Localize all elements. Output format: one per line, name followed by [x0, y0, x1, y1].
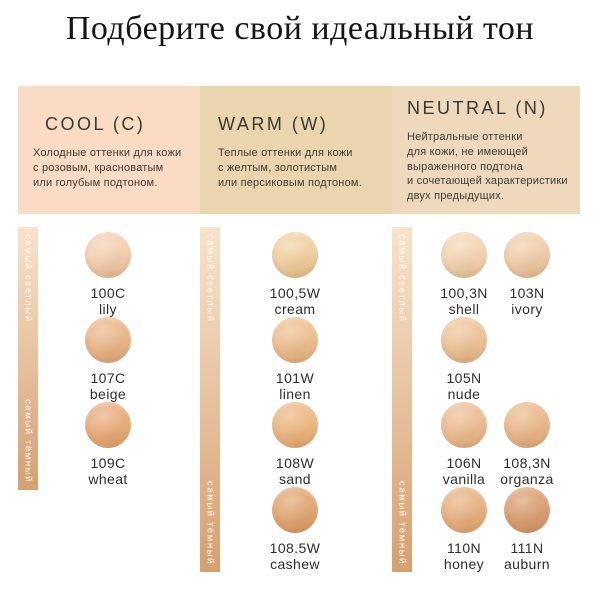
column-description-line: двух предыдущих. [407, 190, 505, 203]
shade-swatch-106N: 106N vanilla [419, 402, 509, 487]
column-description-warm: Теплые оттенки для кожи с желтым, золотис… [218, 146, 384, 190]
shade-name: linen [279, 385, 311, 402]
scale-darkest-label: самый тёмный [22, 398, 34, 483]
column-header-warm: WARM (W) Теплые оттенки для кожи с желтым… [200, 86, 392, 214]
shade-code: 108W [275, 455, 315, 471]
shade-circle[interactable] [85, 232, 131, 278]
shade-swatch-107C: 107C beige [63, 317, 153, 402]
shade-swatch-100_5W: 100,5W cream [250, 232, 340, 317]
lightness-scale-bar-cool: самый светлый самый тёмный [18, 227, 38, 490]
shade-name: wheat [88, 470, 128, 487]
scale-darkest-label: самый тёмный [396, 480, 408, 565]
shade-circle[interactable] [85, 317, 131, 363]
column-description-line: и сочетающей характеристики [407, 175, 568, 188]
column-description-cool: Холодные оттенки для кожи с розовым, крас… [33, 146, 192, 190]
shade-circle[interactable] [85, 402, 131, 448]
shade-circle[interactable] [272, 402, 318, 448]
shade-code: 108.5W [269, 540, 321, 556]
column-title-warm: WARM (W) [218, 114, 329, 134]
column-description-line: Холодные оттенки для кожи [33, 147, 182, 159]
shade-code: 103N [509, 285, 545, 301]
shade-circle[interactable] [441, 402, 487, 448]
lightness-scale-bar-warm: самый светлый самый тёмный [200, 227, 220, 572]
column-header-cool: COOL (C) Холодные оттенки для кожи с розо… [18, 86, 200, 214]
shade-name: cashew [270, 555, 320, 572]
column-description-line: или голубым подтоном. [33, 176, 158, 189]
shade-name: vanilla [442, 470, 486, 487]
column-description-line: Нейтральные оттенки [407, 131, 523, 143]
scale-lightest-label: самый светлый [22, 234, 34, 323]
scale-lightest-label: самый светлый [396, 234, 408, 323]
shade-name: organza [500, 470, 554, 487]
shade-circle[interactable] [504, 487, 550, 533]
page-title: Подберите свой идеальный тон [65, 10, 535, 47]
shade-swatch-105N: 105N nude [419, 317, 509, 402]
column-description-line: с желтым, золотистым [218, 161, 338, 174]
tone-family-header-band: COOL (C) Холодные оттенки для кожи с розо… [18, 86, 580, 214]
shade-code: 110N [446, 540, 482, 556]
column-title-cool: COOL (C) [45, 114, 146, 134]
column-description-neutral: Нейтральные оттенки для кожи, не имеющей в… [407, 130, 574, 204]
shade-circle[interactable] [272, 232, 318, 278]
shade-name: cream [274, 300, 316, 317]
shade-swatch-111N: 111N auburn [482, 487, 572, 572]
shade-swatch-108_3N: 108,3N organza [482, 402, 572, 487]
shade-circle[interactable] [441, 317, 487, 363]
shade-circle[interactable] [504, 402, 550, 448]
lightness-scale-bar-neutral: самый светлый самый тёмный [392, 227, 412, 572]
shade-circle[interactable] [272, 487, 318, 533]
shade-swatch-109C: 109C wheat [63, 402, 153, 487]
shade-name: shell [448, 300, 480, 317]
shade-swatch-108_5W: 108.5W cashew [250, 487, 340, 572]
shade-circle[interactable] [441, 487, 487, 533]
shade-code: 109C [90, 455, 126, 471]
shade-name: ivory [511, 300, 543, 317]
shade-name: sand [279, 470, 311, 487]
column-description-line: Теплые оттенки для кожи [218, 147, 353, 159]
shade-circle[interactable] [504, 232, 550, 278]
shade-name: nude [447, 385, 481, 402]
column-title-neutral: NEUTRAL (N) [407, 98, 548, 118]
column-description-line: или персиковым подтоном. [218, 176, 362, 189]
shade-code: 101W [275, 370, 315, 386]
shade-swatch-100_3N: 100,3N shell [419, 232, 509, 317]
shade-code: 106N [446, 455, 482, 471]
shade-swatch-108W: 108W sand [250, 402, 340, 487]
shade-circle[interactable] [441, 232, 487, 278]
shade-name: beige [89, 385, 127, 402]
column-description-line: с розовым, красноватым [33, 161, 164, 174]
shade-name: auburn [504, 555, 550, 572]
shade-code: 111N [510, 540, 544, 556]
shade-name: lily [99, 300, 117, 317]
shade-code: 105N [446, 370, 482, 386]
shade-code: 100,3N [440, 285, 488, 301]
shade-code: 100C [90, 285, 126, 301]
scale-lightest-label: самый светлый [204, 234, 216, 323]
shade-circle[interactable] [272, 317, 318, 363]
shade-code: 100,5W [269, 285, 321, 301]
shade-swatch-110N: 110N honey [419, 487, 509, 572]
shade-swatch-100C: 100C lily [63, 232, 153, 317]
column-description-line: для кожи, не имеющей [407, 145, 528, 158]
scale-darkest-label: самый тёмный [204, 480, 216, 565]
shade-code: 107C [90, 370, 126, 386]
shade-swatch-101W: 101W linen [250, 317, 340, 402]
shade-name: honey [443, 555, 485, 572]
shade-swatch-103N: 103N ivory [482, 232, 572, 317]
column-description-line: выраженного подтона [407, 160, 523, 173]
shade-code: 108,3N [503, 455, 551, 471]
column-header-neutral: NEUTRAL (N) Нейтральные оттенки для кожи,… [392, 86, 580, 214]
